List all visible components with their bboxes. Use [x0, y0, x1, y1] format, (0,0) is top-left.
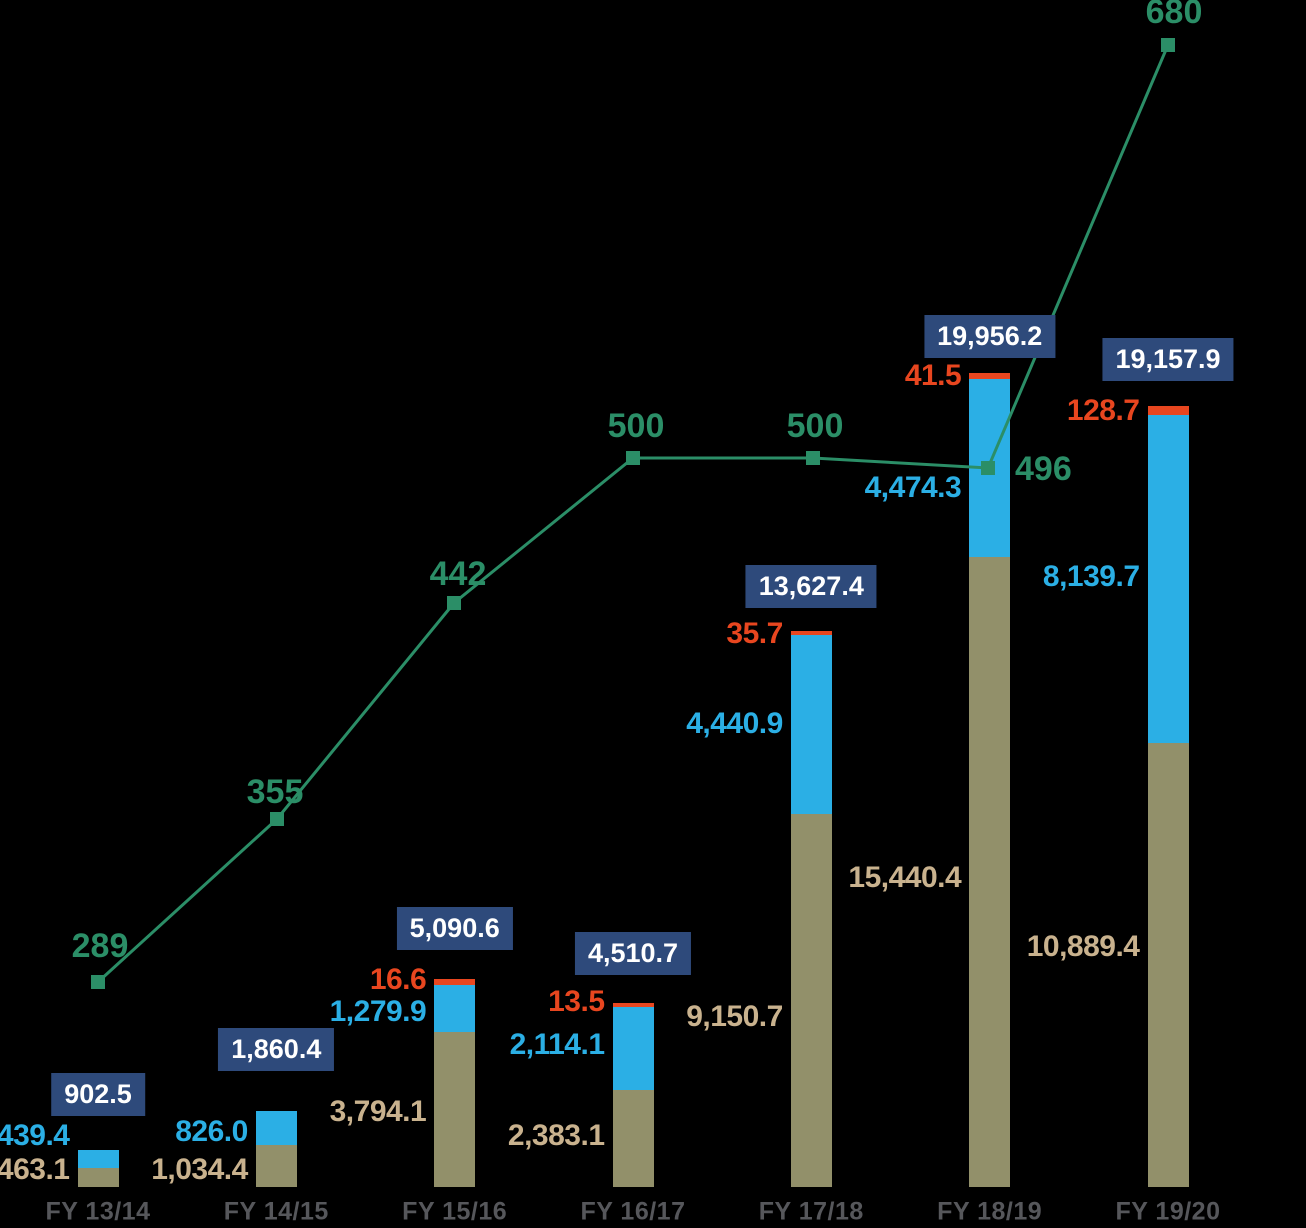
line-value-label-fy-19-20: 680 [1145, 0, 1203, 31]
red-value-label-fy-19-20: 128.7 [1066, 394, 1140, 427]
bar-segment-tan-fy-13-14 [77, 1168, 119, 1187]
blue-value-label-fy-13-14: 439.4 [0, 1119, 70, 1152]
x-axis-label-fy-15-16: FY 15/16 [402, 1197, 508, 1226]
line-value-label-fy-17-18: 500 [786, 407, 844, 445]
tan-value-label-fy-18-19: 15,440.4 [848, 861, 962, 894]
red-value-label-fy-18-19: 41.5 [904, 359, 962, 392]
blue-value-label-fy-19-20: 8,139.7 [1042, 560, 1140, 593]
bar-segment-red-fy-16-17 [612, 1003, 654, 1007]
red-value-label-fy-16-17: 13.5 [548, 985, 605, 1018]
line-marker-2 [447, 596, 461, 610]
bar-segment-tan-fy-16-17 [612, 1089, 654, 1187]
x-axis-label-fy-14-15: FY 14/15 [223, 1197, 329, 1226]
bar-segment-blue-fy-16-17 [612, 1007, 654, 1090]
bar-segment-tan-fy-14-15 [255, 1144, 297, 1187]
bar-segment-blue-fy-19-20 [1147, 414, 1189, 743]
bar-segment-red-fy-19-20 [1147, 405, 1189, 415]
bar-segment-blue-fy-13-14 [77, 1150, 119, 1169]
tan-value-label-fy-13-14: 463.1 [0, 1153, 70, 1186]
line-marker-3 [626, 451, 640, 465]
line-marker-0 [91, 975, 105, 989]
line-marker-1 [270, 812, 284, 826]
bar-segment-blue-fy-17-18 [790, 635, 832, 814]
bar-segment-red-fy-18-19 [969, 372, 1011, 379]
tan-value-label-fy-19-20: 10,889.4 [1026, 930, 1140, 963]
bar-segment-tan-fy-19-20 [1147, 742, 1189, 1187]
tan-value-label-fy-15-16: 3,794.1 [329, 1095, 427, 1128]
blue-value-label-fy-18-19: 4,474.3 [864, 471, 962, 504]
blue-value-label-fy-15-16: 1,279.9 [329, 995, 427, 1028]
line-value-label-fy-15-16: 442 [429, 555, 487, 593]
line-value-label-fy-18-19: 496 [1015, 450, 1072, 488]
line-value-label-fy-13-14: 289 [71, 927, 129, 965]
tan-value-label-fy-14-15: 1,034.4 [151, 1153, 248, 1186]
bar-segment-tan-fy-15-16 [434, 1032, 476, 1187]
x-axis-label-fy-18-19: FY 18/19 [937, 1197, 1043, 1226]
bar-segment-blue-fy-14-15 [255, 1111, 297, 1145]
total-value-box-fy-17-18: 13,627.4 [745, 565, 877, 608]
x-axis-label-fy-13-14: FY 13/14 [45, 1197, 151, 1226]
bar-segment-red-fy-15-16 [434, 979, 476, 986]
line-marker-6 [1161, 38, 1175, 52]
blue-value-label-fy-14-15: 826.0 [175, 1115, 248, 1148]
bar-segment-red-fy-17-18 [790, 631, 832, 636]
bar-segment-blue-fy-18-19 [969, 378, 1011, 558]
blue-value-label-fy-16-17: 2,114.1 [509, 1028, 605, 1061]
tan-value-label-fy-16-17: 2,383.1 [507, 1119, 605, 1152]
line-marker-4 [806, 451, 820, 465]
x-axis-label-fy-16-17: FY 16/17 [580, 1197, 686, 1226]
x-axis-label-fy-19-20: FY 19/20 [1115, 1197, 1221, 1226]
total-value-box-fy-18-19: 19,956.2 [924, 315, 1056, 358]
red-value-label-fy-17-18: 35.7 [726, 617, 783, 650]
line-value-label-fy-16-17: 500 [607, 407, 665, 445]
bar-segment-tan-fy-18-19 [969, 557, 1011, 1187]
line-value-label-fy-14-15: 355 [246, 773, 304, 811]
total-value-box-fy-14-15: 1,860.4 [218, 1028, 335, 1071]
bar-segment-tan-fy-17-18 [790, 813, 832, 1187]
total-value-box-fy-16-17: 4,510.7 [574, 932, 692, 975]
tan-value-label-fy-17-18: 9,150.7 [686, 1000, 783, 1033]
total-value-box-fy-19-20: 19,157.9 [1102, 338, 1234, 381]
blue-value-label-fy-17-18: 4,440.9 [686, 707, 783, 740]
bar-segment-blue-fy-15-16 [434, 985, 476, 1033]
total-value-box-fy-15-16: 5,090.6 [396, 907, 513, 950]
total-value-box-fy-13-14: 902.5 [51, 1073, 145, 1116]
red-value-label-fy-15-16: 16.6 [369, 963, 427, 996]
x-axis-label-fy-17-18: FY 17/18 [758, 1197, 864, 1226]
